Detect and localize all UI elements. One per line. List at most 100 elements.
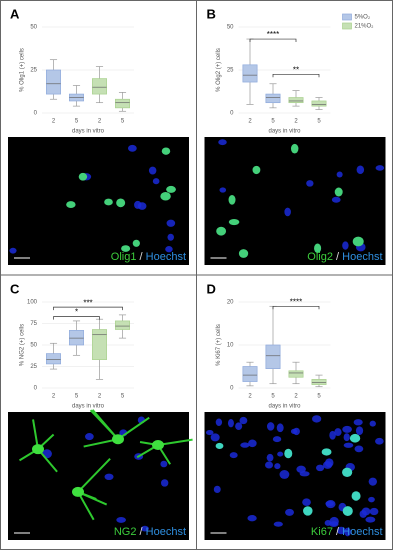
stained-cell [284,448,293,459]
cell-body [32,444,44,455]
caption-counterstain: Hoechst [146,526,186,538]
nucleus [375,437,384,445]
nucleus [235,422,243,431]
nucleus [306,180,314,187]
micrograph [8,412,189,540]
nucleus [148,166,157,175]
nucleus [277,451,284,457]
stained-cell [78,172,88,181]
nucleus [368,477,377,486]
stained-cell [104,198,113,206]
stained-cell [334,187,343,197]
nucleus [85,433,94,441]
nucleus [152,178,160,185]
stained-cell [215,442,224,450]
cell-body [152,440,164,451]
nucleus [137,202,147,210]
y-tick-label: 50 [30,343,37,349]
nucleus [213,485,221,494]
nucleus [331,196,341,203]
caption-separator: / [140,251,144,263]
x-tick-label: 2 [98,394,102,400]
nucleus [273,521,283,527]
nucleus [266,422,275,431]
nucleus [334,428,342,437]
nucleus [343,442,354,448]
nucleus [329,430,336,440]
y-tick-label: 25 [227,68,234,74]
x-axis-label: days in vitro [268,404,301,410]
stained-cell [349,433,361,443]
caption-stain: Ki67 [311,526,333,538]
nucleus [239,416,248,425]
x-axis-label: days in vitro [72,129,105,135]
x-axis-label: days in vitro [268,129,301,135]
y-tick-label: 10 [227,343,234,349]
nucleus [219,187,227,193]
nucleus [365,516,376,523]
stained-cell [238,249,249,258]
nucleus [359,510,367,518]
stained-cell [314,243,322,254]
cell-process [89,409,119,440]
nucleus [368,496,375,503]
caption-counterstain: Hoechst [342,251,382,263]
x-tick-label: 5 [271,119,275,125]
nucleus [160,460,168,468]
nucleus [140,525,149,532]
y-tick-label: 50 [227,25,234,31]
box [288,97,304,104]
box [115,320,130,330]
box [115,98,130,109]
stained-cell [303,506,313,516]
nucleus [274,463,281,470]
box [288,370,304,378]
stained-cell [342,506,353,517]
significance-label: * [75,308,78,317]
y-tick-label: 0 [230,111,234,117]
x-tick-label: 5 [75,119,79,125]
stained-cell [161,147,171,155]
nucleus [296,465,306,473]
nucleus [276,423,284,433]
nucleus [167,233,174,241]
box [69,330,84,346]
nucleus [290,428,298,435]
caption-separator: / [336,526,340,538]
x-axis-label: days in vitro [72,404,105,410]
nucleus [315,464,325,472]
caption-separator: / [140,526,144,538]
legend-label: 21%O₂ [355,24,375,30]
y-tick-label: 0 [230,386,234,392]
stained-cell [66,201,76,209]
x-tick-label: 5 [121,119,125,125]
significance-label: *** [83,298,92,307]
significance-label: **** [267,30,279,39]
x-tick-label: 2 [52,394,56,400]
box [311,379,327,385]
stained-cell [132,239,140,247]
box [46,353,61,365]
y-tick-label: 20 [227,300,234,306]
caption-separator: / [336,251,340,263]
nucleus [329,521,339,528]
panel-letter: D [207,281,216,296]
micrograph-caption: Ki67 / Hoechst [311,526,383,538]
stained-cell [352,236,364,247]
nucleus [344,527,351,537]
stained-cell [351,491,361,501]
box [242,64,258,83]
nucleus [210,433,220,442]
box [265,344,281,369]
nucleus [342,241,349,250]
x-tick-label: 5 [317,119,321,125]
panel-letter: B [207,6,216,21]
x-tick-label: 2 [248,394,252,400]
y-axis-label: % Olig2 (+) cells [216,48,222,92]
cell-body [72,486,84,497]
x-tick-label: 2 [52,119,56,125]
micrograph-caption: NG2 / Hoechst [114,526,186,538]
y-tick-label: 0 [34,386,38,392]
nucleus [356,165,365,175]
